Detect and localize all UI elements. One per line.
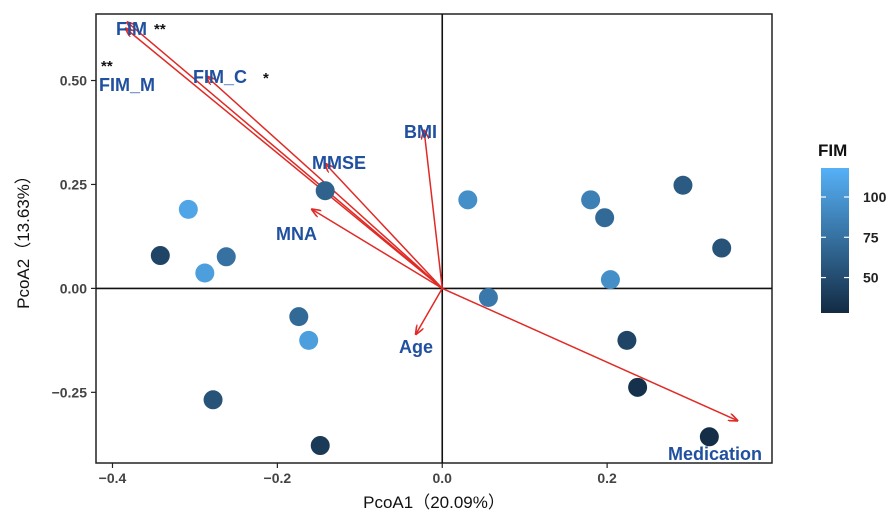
x-tick-label: 0.0 — [433, 470, 453, 486]
x-axis: −0.4 −0.2 0.0 0.2 — [99, 463, 617, 486]
significance-stars-fim: ** — [154, 21, 166, 38]
plot-area: FIM **FIM_M**FIM_C *BMIMMSEMNAAgeMedicatio… — [95, 13, 773, 464]
y-tick-label: −0.25 — [52, 384, 88, 400]
significance-stars-fim-c: * — [263, 70, 269, 87]
arrow-fim — [127, 22, 443, 289]
reference-lines — [96, 14, 772, 463]
legend-ticks: 50 75 100 — [821, 189, 887, 286]
data-point — [712, 238, 732, 258]
sample-points — [150, 175, 732, 456]
data-point — [628, 377, 648, 397]
data-point — [299, 330, 319, 350]
legend-title: FIM — [818, 141, 847, 160]
legend-colorbar — [821, 168, 849, 313]
data-point — [310, 436, 330, 456]
arrow-label-bmi: BMI — [404, 122, 437, 142]
legend-tick-label: 75 — [863, 229, 879, 245]
data-point — [315, 181, 335, 201]
significance-stars-fim-m: ** — [101, 58, 113, 75]
data-point — [673, 175, 693, 195]
x-tick-label: −0.2 — [264, 470, 292, 486]
arrow-mmse — [325, 164, 443, 289]
arrow-label-mna: MNA — [276, 224, 317, 244]
arrow-label-fim-c: FIM_C — [193, 67, 247, 87]
arrow-fim-m — [126, 29, 443, 289]
y-tick-label: 0.50 — [60, 73, 87, 89]
data-point — [581, 190, 601, 210]
arrow-medication — [441, 287, 737, 420]
data-point — [699, 427, 719, 447]
x-tick-label: −0.4 — [99, 470, 127, 486]
legend-tick-label: 50 — [863, 270, 879, 286]
data-point — [150, 246, 170, 266]
arrow-label-mmse: MMSE — [312, 153, 366, 173]
arrow-label-medication: Medication — [668, 444, 762, 464]
y-tick-label: 0.00 — [60, 280, 87, 296]
arrow-age — [416, 288, 443, 334]
arrow-labels: FIM **FIM_M**FIM_C *BMIMMSEMNAAgeMedicatio… — [99, 19, 762, 464]
data-point — [216, 247, 236, 267]
data-point — [617, 330, 637, 350]
data-point — [195, 263, 215, 283]
arrow-mna — [312, 209, 443, 290]
arrow-label-fim-m: FIM_M — [99, 75, 155, 95]
data-point — [478, 288, 498, 308]
y-axis: −0.25 0.00 0.25 0.50 — [52, 73, 96, 400]
data-point — [458, 190, 478, 210]
fim-color-legend: FIM 50 75 100 — [818, 141, 887, 313]
plot-frame — [95, 13, 773, 464]
arrow-label-fim: FIM — [116, 19, 147, 39]
arrow-label-age: Age — [399, 337, 433, 357]
data-point — [595, 208, 615, 228]
data-point — [289, 307, 309, 327]
legend-tick-label: 100 — [863, 189, 887, 205]
data-point — [600, 270, 620, 290]
data-point — [178, 199, 198, 219]
x-axis-title: PcoA1（20.09%） — [363, 493, 505, 512]
data-point — [203, 390, 223, 410]
y-axis-title: PcoA2（13.63%） — [14, 167, 33, 309]
arrow-bmi — [424, 130, 443, 289]
x-tick-label: 0.2 — [597, 470, 617, 486]
y-tick-label: 0.25 — [60, 176, 87, 192]
